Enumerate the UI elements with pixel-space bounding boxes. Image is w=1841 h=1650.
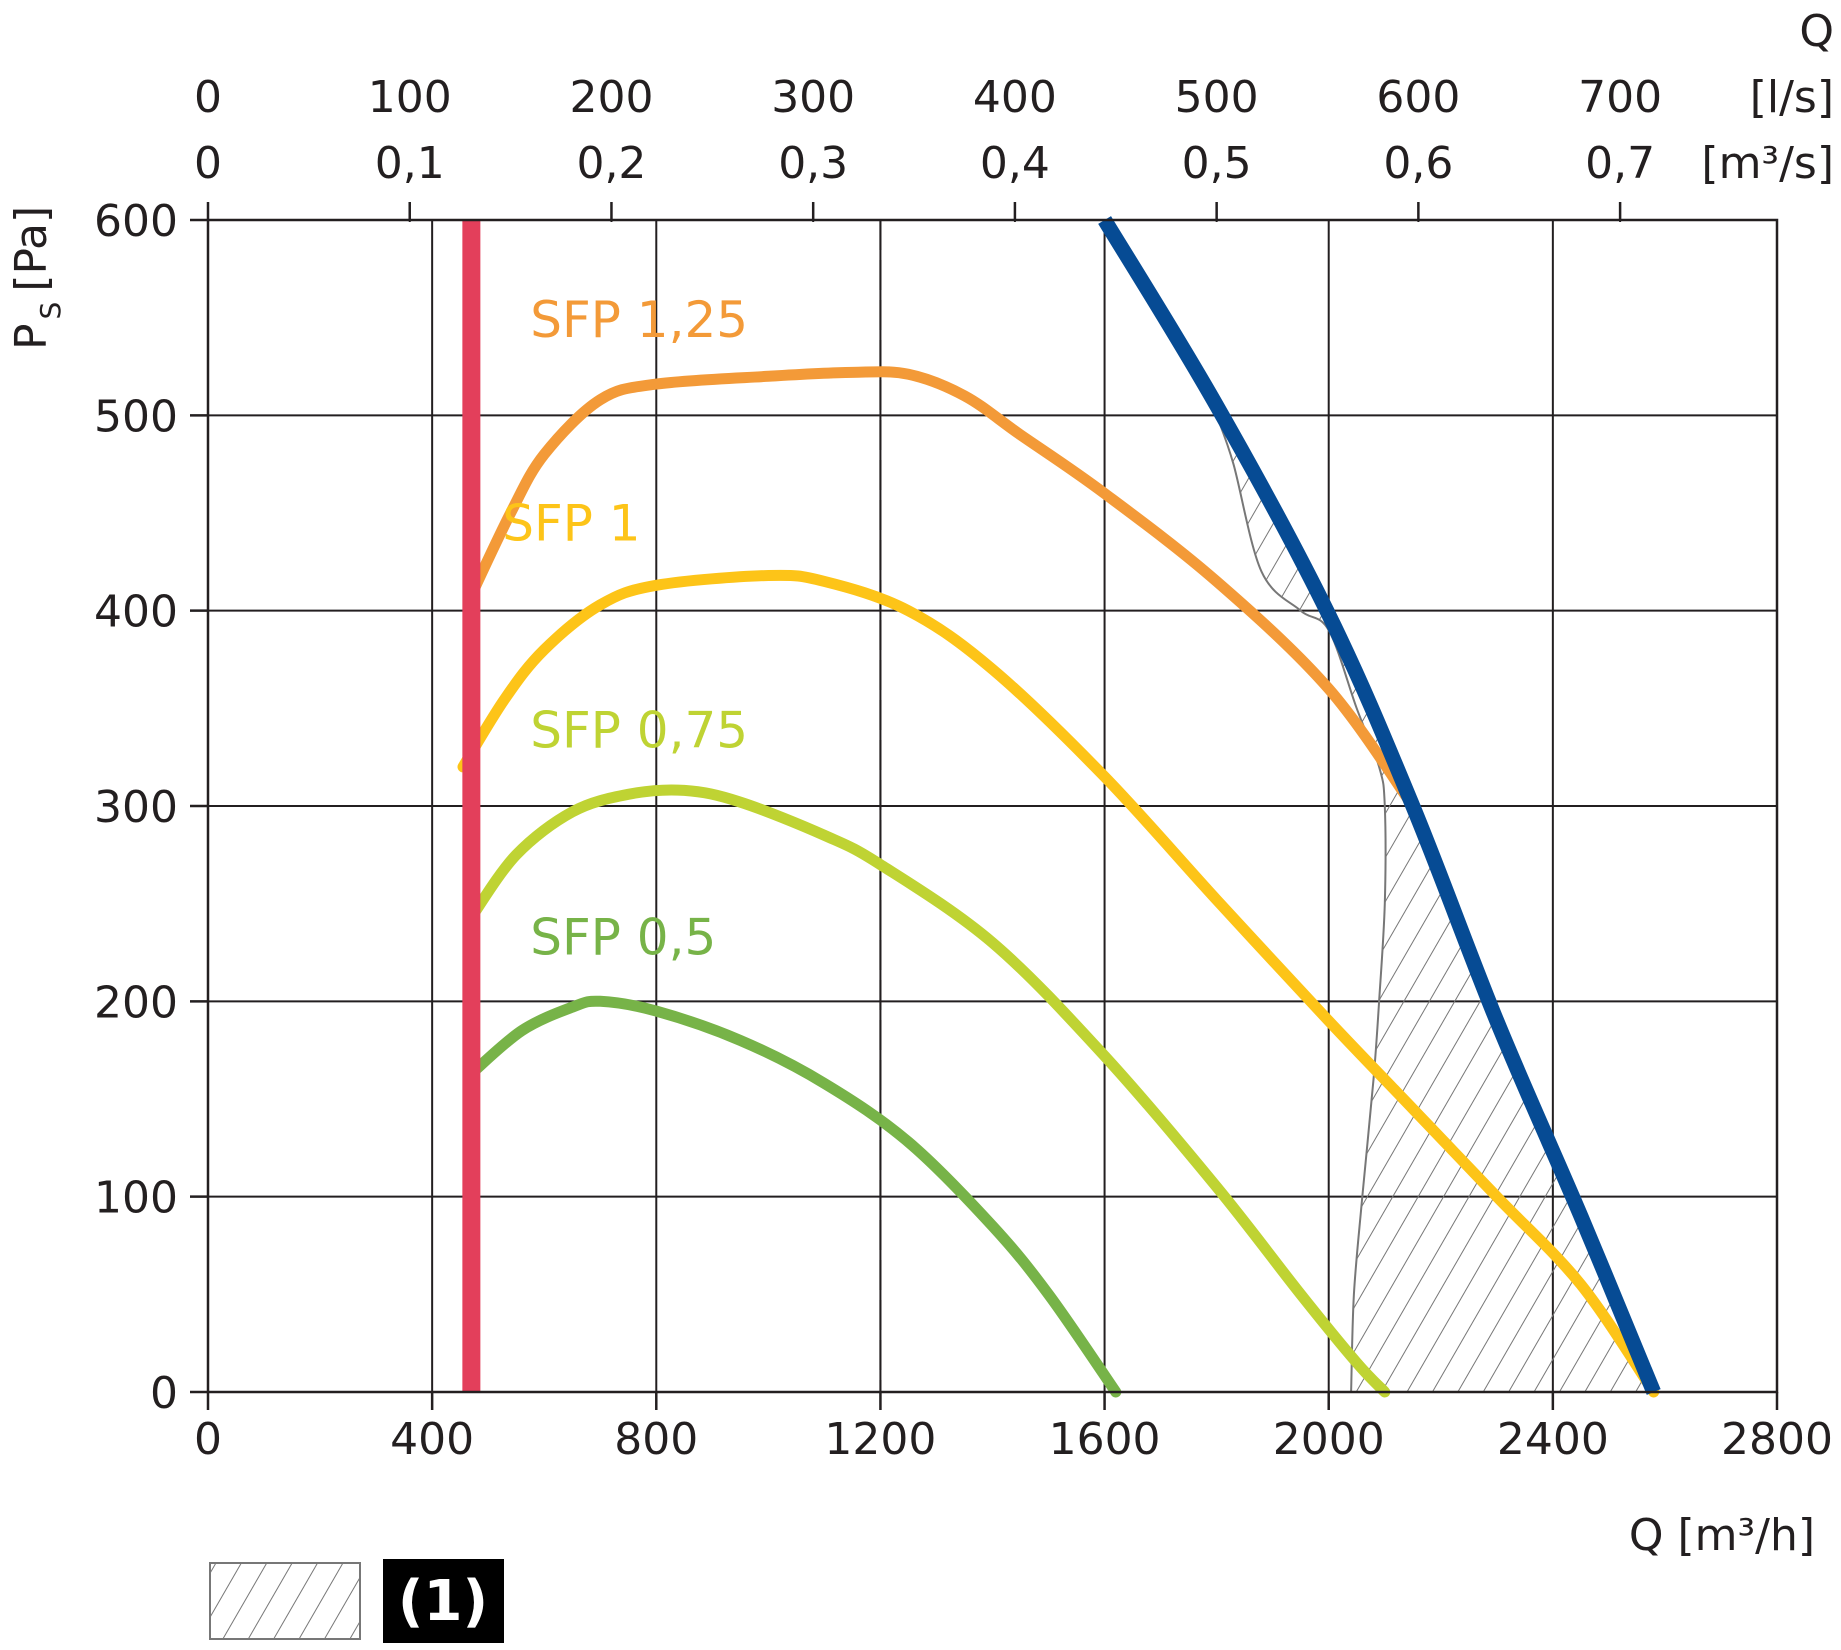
- series-line-3: [465, 995, 1122, 1398]
- top-axis-m3s-unit: [m³/s]: [1701, 138, 1834, 189]
- top-tick-label-ls: 400: [973, 72, 1057, 123]
- top-tick-label-m3s: 0,1: [375, 138, 445, 189]
- y-axis-title-subscript: S: [34, 302, 67, 320]
- y-tick-label: 300: [94, 782, 178, 833]
- series-label-3: SFP 0,5: [530, 908, 716, 966]
- series-labels: SFP 1,25 SFP 1 SFP 0,75 SFP 0,5: [502, 291, 748, 966]
- y-axis-title: PS [Pa]: [6, 206, 67, 350]
- series-label-1: SFP 1: [502, 494, 640, 552]
- top-tick-label-ls: 700: [1578, 72, 1662, 123]
- x-axis-title: Q [m³/h]: [1629, 1510, 1815, 1561]
- max-curve-line: [1098, 216, 1661, 1395]
- axis-tick-labels: 0 400 800 1200 1600 2000 2400 28000100200300400…: [94, 72, 1833, 1465]
- series-lines: [457, 216, 1661, 1398]
- top-tick-label-m3s: 0,4: [980, 138, 1050, 189]
- x-tick-label: 2400: [1497, 1414, 1609, 1465]
- x-tick-label: 1600: [1049, 1414, 1161, 1465]
- top-tick-label-m3s: 0: [194, 138, 222, 189]
- legend-hatch-swatch: [209, 1562, 361, 1640]
- top-axis-title: Q: [1799, 6, 1834, 57]
- top-tick-label-m3s: 0,2: [576, 138, 646, 189]
- x-tick-label: 400: [390, 1414, 474, 1465]
- top-axis-ls-unit: [l/s]: [1750, 72, 1834, 123]
- hatched-area-boundary: [1215, 414, 1387, 1393]
- y-tick-label: 600: [94, 196, 178, 247]
- y-axis-title-symbol: P: [6, 323, 57, 350]
- y-tick-label: 400: [94, 587, 178, 638]
- legend: (1): [209, 1559, 504, 1643]
- top-tick-label-ls: 600: [1376, 72, 1460, 123]
- series-label-0: SFP 1,25: [530, 291, 748, 349]
- y-tick-label: 500: [94, 391, 178, 442]
- top-tick-label-ls: 200: [569, 72, 653, 123]
- top-tick-label-ls: 100: [368, 72, 452, 123]
- y-tick-label: 100: [94, 1173, 178, 1224]
- top-tick-label-m3s: 0,6: [1383, 138, 1453, 189]
- series-line-1: [457, 569, 1660, 1398]
- top-tick-label-m3s: 0,7: [1585, 138, 1655, 189]
- x-tick-label: 2000: [1273, 1414, 1385, 1465]
- series-label-2: SFP 0,75: [530, 701, 748, 759]
- x-tick-label: 0: [194, 1414, 222, 1465]
- axis-ticks: [190, 202, 1779, 1410]
- top-tick-label-ls: 0: [194, 72, 222, 123]
- top-tick-label-m3s: 0,5: [1182, 138, 1252, 189]
- top-tick-label-ls: 500: [1175, 72, 1259, 123]
- y-tick-label: 200: [94, 977, 178, 1028]
- top-tick-label-m3s: 0,3: [778, 138, 848, 189]
- x-tick-label: 2800: [1721, 1414, 1833, 1465]
- y-tick-label: 0: [150, 1368, 178, 1419]
- legend-label: (1): [398, 1569, 488, 1634]
- legend-label-box: [383, 1559, 504, 1643]
- svg-text:PS[Pa]: PS [Pa]: [6, 206, 67, 350]
- y-axis-title-unit: [Pa]: [6, 206, 57, 292]
- x-tick-label: 800: [614, 1414, 698, 1465]
- series-line-0: [465, 366, 1419, 812]
- series-line-2: [465, 784, 1391, 1398]
- x-tick-label: 1200: [824, 1414, 936, 1465]
- top-tick-label-ls: 300: [771, 72, 855, 123]
